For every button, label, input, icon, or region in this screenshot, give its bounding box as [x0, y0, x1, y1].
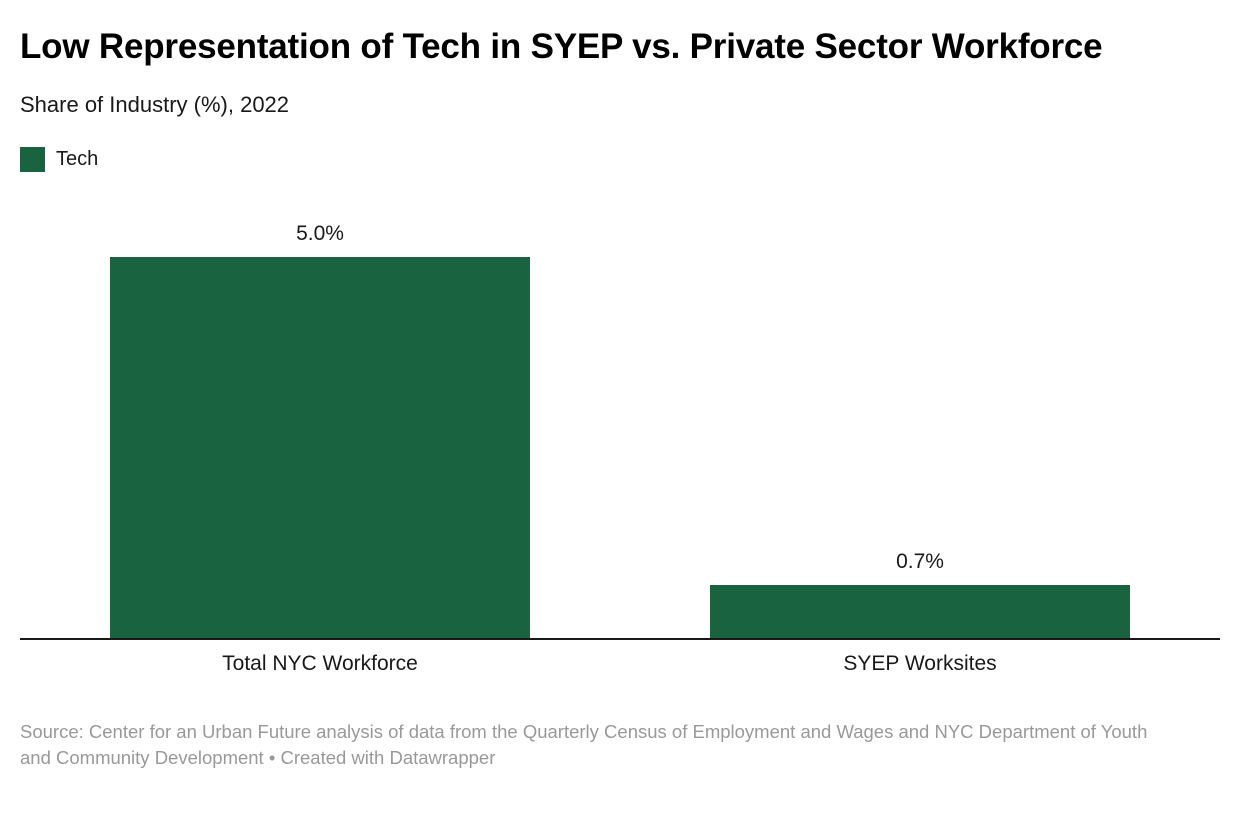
value-label-total-nyc-workforce: 5.0% [296, 222, 344, 246]
legend-label-tech: Tech [56, 147, 99, 170]
legend-swatch-tech [20, 146, 45, 172]
x-axis-label-total-nyc-workforce: Total NYC Workforce [222, 651, 418, 675]
source-note: Source: Center for an Urban Future analy… [20, 719, 1170, 771]
x-axis: Total NYC Workforce SYEP Worksites [20, 650, 1220, 677]
chart-title: Low Representation of Tech in SYEP vs. P… [20, 27, 1103, 66]
bar-group-syep-worksites: 0.7% [620, 212, 1220, 638]
source-text: Source: Center for an Urban Future analy… [20, 720, 1148, 768]
legend: Tech [20, 146, 1220, 172]
value-label-syep-worksites: 0.7% [896, 550, 944, 574]
footer-separator: • [268, 746, 276, 768]
chart-subtitle: Share of Industry (%), 2022 [20, 91, 290, 117]
bar-chart-plot: 5.0% 0.7% [20, 212, 1220, 640]
bar-group-total-nyc-workforce: 5.0% [20, 212, 620, 638]
x-axis-label-syep-worksites: SYEP Worksites [843, 651, 997, 675]
bar-total-nyc-workforce [110, 256, 530, 638]
bar-syep-worksites [710, 584, 1130, 638]
datawrapper-credit: Created with Datawrapper [280, 746, 496, 768]
